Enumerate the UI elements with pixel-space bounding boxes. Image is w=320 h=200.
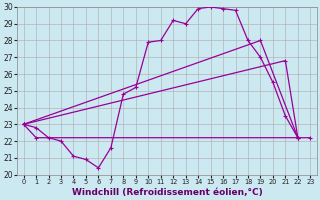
X-axis label: Windchill (Refroidissement éolien,°C): Windchill (Refroidissement éolien,°C) (72, 188, 262, 197)
